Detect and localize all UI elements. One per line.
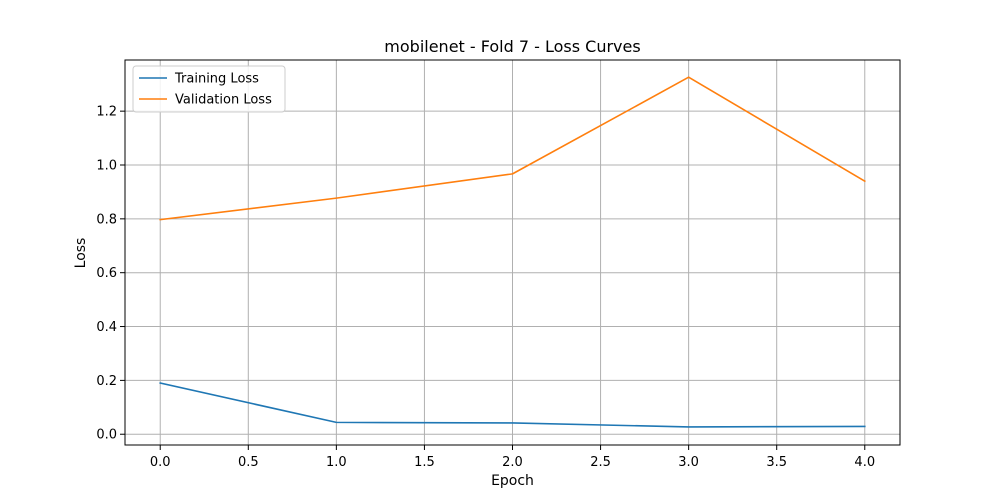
x-axis-ticks: 0.0 0.5 1.0 1.5 2.0 2.5 3.0 3.5 4.0	[150, 445, 875, 470]
series-line-validation-loss	[159, 76, 866, 221]
legend: Training Loss Validation Loss	[132, 65, 286, 113]
legend-label-training-loss: Training Loss	[174, 72, 259, 87]
y-tick-label: 0.8	[96, 212, 117, 227]
x-axis-label: Epoch	[491, 473, 534, 489]
x-tick-label: 0.5	[238, 455, 259, 470]
y-axis-label: Loss	[73, 238, 89, 269]
x-tick-label: 4.0	[854, 455, 875, 470]
y-tick-label: 0.0	[96, 428, 117, 443]
series-lines	[159, 76, 866, 428]
series-line-training-loss	[159, 382, 866, 428]
legend-label-validation-loss: Validation Loss	[175, 93, 272, 108]
y-tick-label: 0.6	[96, 266, 117, 281]
x-tick-label: 2.5	[590, 455, 611, 470]
chart-title: mobilenet - Fold 7 - Loss Curves	[384, 37, 640, 56]
x-tick-label: 0.0	[150, 455, 171, 470]
x-tick-label: 2.0	[502, 455, 523, 470]
x-tick-label: 1.5	[414, 455, 435, 470]
legend-box	[132, 65, 286, 113]
y-tick-label: 1.0	[96, 159, 117, 174]
x-tick-label: 1.0	[326, 455, 347, 470]
y-axis-ticks: 0.0 0.2 0.4 0.6 0.8 1.0 1.2	[96, 105, 125, 443]
grid	[125, 60, 900, 445]
x-tick-label: 3.0	[678, 455, 699, 470]
y-tick-label: 1.2	[96, 105, 117, 120]
x-tick-label: 3.5	[766, 455, 787, 470]
y-tick-label: 0.4	[96, 320, 117, 335]
y-tick-label: 0.2	[96, 374, 117, 389]
